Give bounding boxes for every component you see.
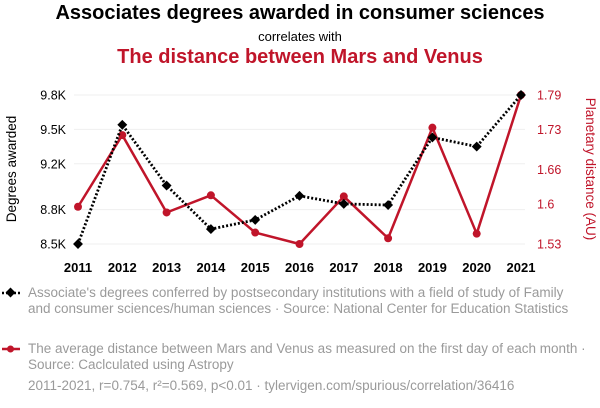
left-axis-label: Degrees awarded: [4, 116, 19, 223]
data-point-distance: [118, 131, 127, 140]
right-tick-label: 1.79: [537, 89, 561, 103]
x-tick-label: 2021: [507, 260, 536, 275]
x-tick-label: 2014: [196, 260, 226, 275]
right-axis-label: Planetary distance (AU): [583, 98, 598, 241]
right-tick-label: 1.53: [537, 238, 561, 252]
x-tick-label: 2016: [285, 260, 314, 275]
left-tick-label: 8.5K: [40, 238, 66, 252]
legend-text-degrees: Associate's degrees conferred by postsec…: [28, 285, 569, 316]
legend-marker-degrees: [2, 287, 20, 298]
left-tick-label: 8.8K: [40, 203, 66, 217]
data-point-distance: [428, 123, 437, 132]
right-tick-label: 1.66: [537, 163, 561, 177]
data-point-distance: [162, 208, 171, 217]
data-point-distance: [295, 240, 304, 248]
data-point-degrees: [338, 198, 349, 209]
x-tick-label: 2011: [64, 260, 92, 275]
series-line-degrees: [76, 94, 523, 245]
data-point-distance: [472, 229, 481, 238]
data-point-degrees: [73, 239, 83, 249]
data-point-distance: [339, 192, 348, 201]
left-tick-label: 9.5K: [40, 123, 66, 137]
data-point-distance: [251, 228, 260, 237]
chart-title-secondary: The distance between Mars and Venus: [117, 46, 483, 68]
data-point-degrees: [205, 224, 216, 235]
legend-text-distance: The average distance between Mars and Ve…: [28, 341, 586, 372]
footer-stats: 2011-2021, r=0.754, r²=0.569, p<0.01 · t…: [28, 378, 515, 393]
left-tick-label: 9.2K: [40, 157, 66, 171]
legend-marker-distance: [2, 345, 20, 353]
chart-svg: 8.5K 8.8K 9.2K 9.5K 9.8K 1.53 1.6 1.66 1.73 1.79 2…: [4, 89, 598, 276]
correlates-with-label: correlates with: [258, 29, 342, 44]
data-point-degrees: [294, 190, 305, 201]
x-tick-label: 2020: [462, 260, 491, 275]
data-point-distance: [384, 234, 393, 243]
x-tick-label: 2018: [374, 260, 403, 275]
series-line-distance: [76, 94, 523, 246]
data-point-degrees: [117, 119, 128, 130]
left-tick-label: 9.8K: [40, 89, 66, 103]
x-tick-label: 2017: [329, 260, 358, 275]
data-point-degrees: [383, 200, 394, 210]
x-tick-label: 2013: [152, 260, 181, 275]
x-tick-label: 2012: [108, 260, 137, 275]
data-point-distance: [74, 202, 82, 211]
data-point-degrees: [516, 90, 526, 100]
data-point-degrees: [161, 180, 172, 191]
data-point-degrees: [471, 141, 482, 152]
data-point-degrees: [250, 214, 261, 225]
right-tick-label: 1.73: [537, 123, 561, 137]
data-point-distance: [206, 191, 215, 200]
legend-item-degrees: Associate's degrees conferred by postsec…: [2, 285, 588, 317]
data-point-degrees: [427, 132, 438, 143]
x-tick-label: 2019: [418, 260, 447, 275]
chart-title: Associates degrees awarded in consumer s…: [55, 2, 545, 24]
legend-item-distance: The average distance between Mars and Ve…: [2, 341, 588, 373]
x-tick-label: 2015: [241, 260, 270, 275]
right-tick-label: 1.6: [537, 197, 554, 211]
